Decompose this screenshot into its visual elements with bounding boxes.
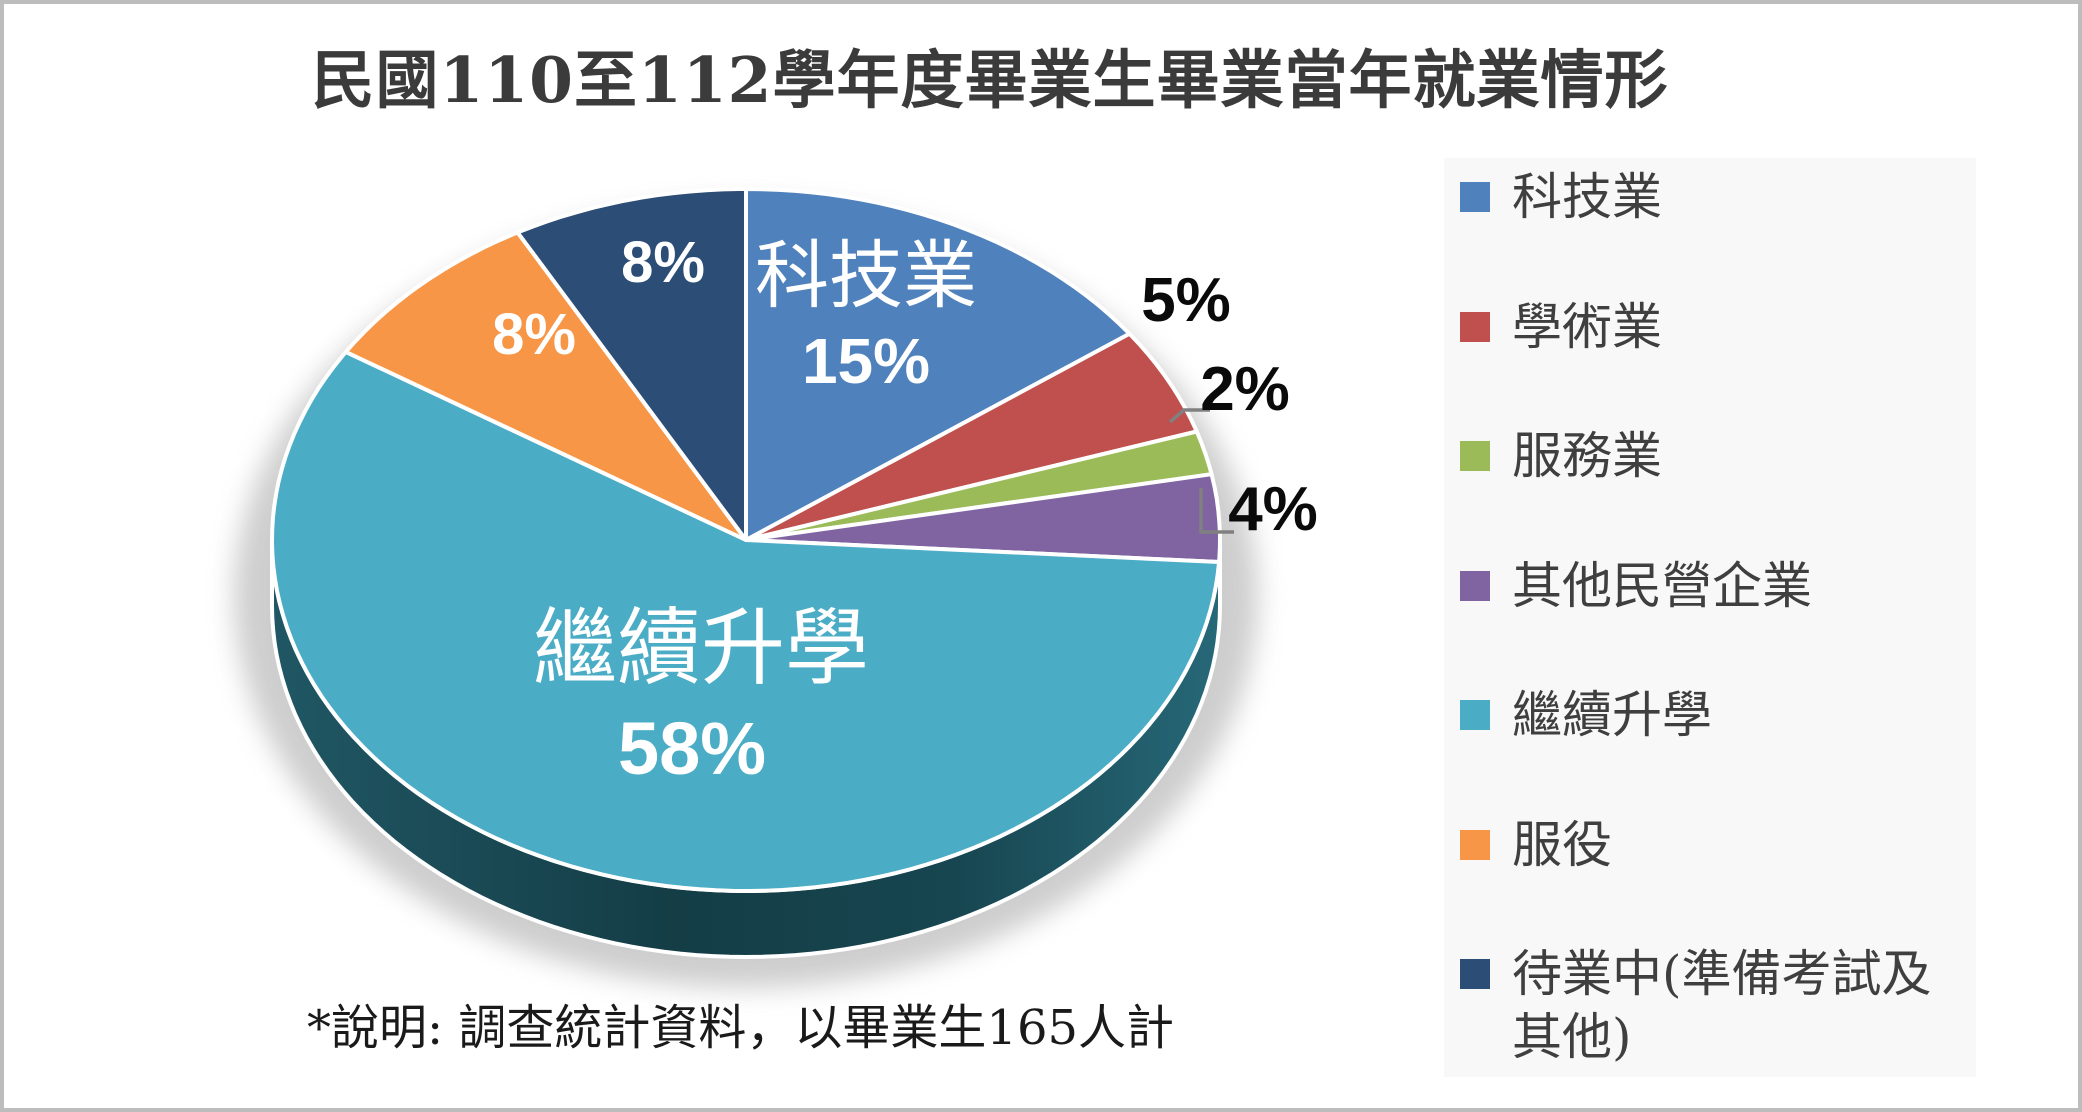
legend-label-service: 服務業 [1512, 427, 1662, 485]
legend-label-military: 服役 [1512, 815, 1612, 874]
legend-swatch-tech [1460, 182, 1490, 212]
legend-item-tech: 科技業 [1460, 166, 1976, 229]
legend-item-other-private: 其他民營企業 [1460, 555, 1976, 618]
slice-label-study-pct: 58% [617, 707, 767, 790]
pie-slice-6 [515, 187, 748, 542]
slice-label-service-pct: 2% [1200, 355, 1290, 424]
legend-label-other-private: 其他民營企業 [1512, 556, 1812, 615]
legend-item-study: 繼續升學 [1460, 684, 1976, 747]
slice-label-tech-pct: 15% [801, 325, 931, 397]
legend-label-tech: 科技業 [1512, 168, 1662, 226]
legend-swatch-academia [1460, 311, 1490, 342]
pie-slice-0 [744, 187, 1132, 542]
pie-chart [234, 187, 1258, 988]
legend-item-service: 服務業 [1460, 425, 1976, 488]
legend-label-academia: 學術業 [1512, 297, 1662, 356]
chart-title: 民國110至112學年度畢業生畢業當年就業情形 [311, 43, 1669, 117]
legend-label-waiting: 待業中(準備考試及其他) [1512, 945, 1932, 1066]
footnote: *說明: 調查統計資料，以畢業生165人計 [307, 1000, 1175, 1056]
pie-slices [270, 187, 1222, 893]
leader-line-0 [1168, 408, 1210, 424]
legend-item-waiting: 待業中(準備考試及其他) [1460, 943, 1976, 1069]
legend-item-academia: 學術業 [1460, 296, 1976, 359]
pie-slice-1 [744, 331, 1199, 542]
legend-swatch-study [1460, 700, 1490, 730]
pie-slice-4 [270, 349, 1222, 893]
leader-lines [1168, 408, 1234, 534]
legend-label-study: 繼續升學 [1512, 686, 1712, 744]
legend-swatch-service [1460, 441, 1490, 471]
pie-slice-5 [343, 230, 748, 542]
legend-item-military: 服役 [1460, 814, 1976, 877]
slice-label-military-pct: 8% [492, 302, 576, 367]
legend-swatch-waiting [1460, 959, 1490, 989]
leader-line-1 [1199, 488, 1234, 534]
legend: 科技業 學術業 服務業 其他民營企業 繼續升學 服役 待業中(準備考試及其他) [1444, 158, 1976, 1077]
slice-label-study-name: 繼續升學 [532, 599, 870, 697]
legend-swatch-military [1460, 829, 1490, 860]
slice-label-other-pct: 4% [1228, 475, 1318, 544]
slice-label-waiting-pct: 8% [621, 230, 705, 295]
legend-swatch-other-private [1460, 570, 1490, 601]
slice-label-academia-pct: 5% [1141, 266, 1231, 335]
slice-label-tech-name: 科技業 [755, 233, 977, 319]
